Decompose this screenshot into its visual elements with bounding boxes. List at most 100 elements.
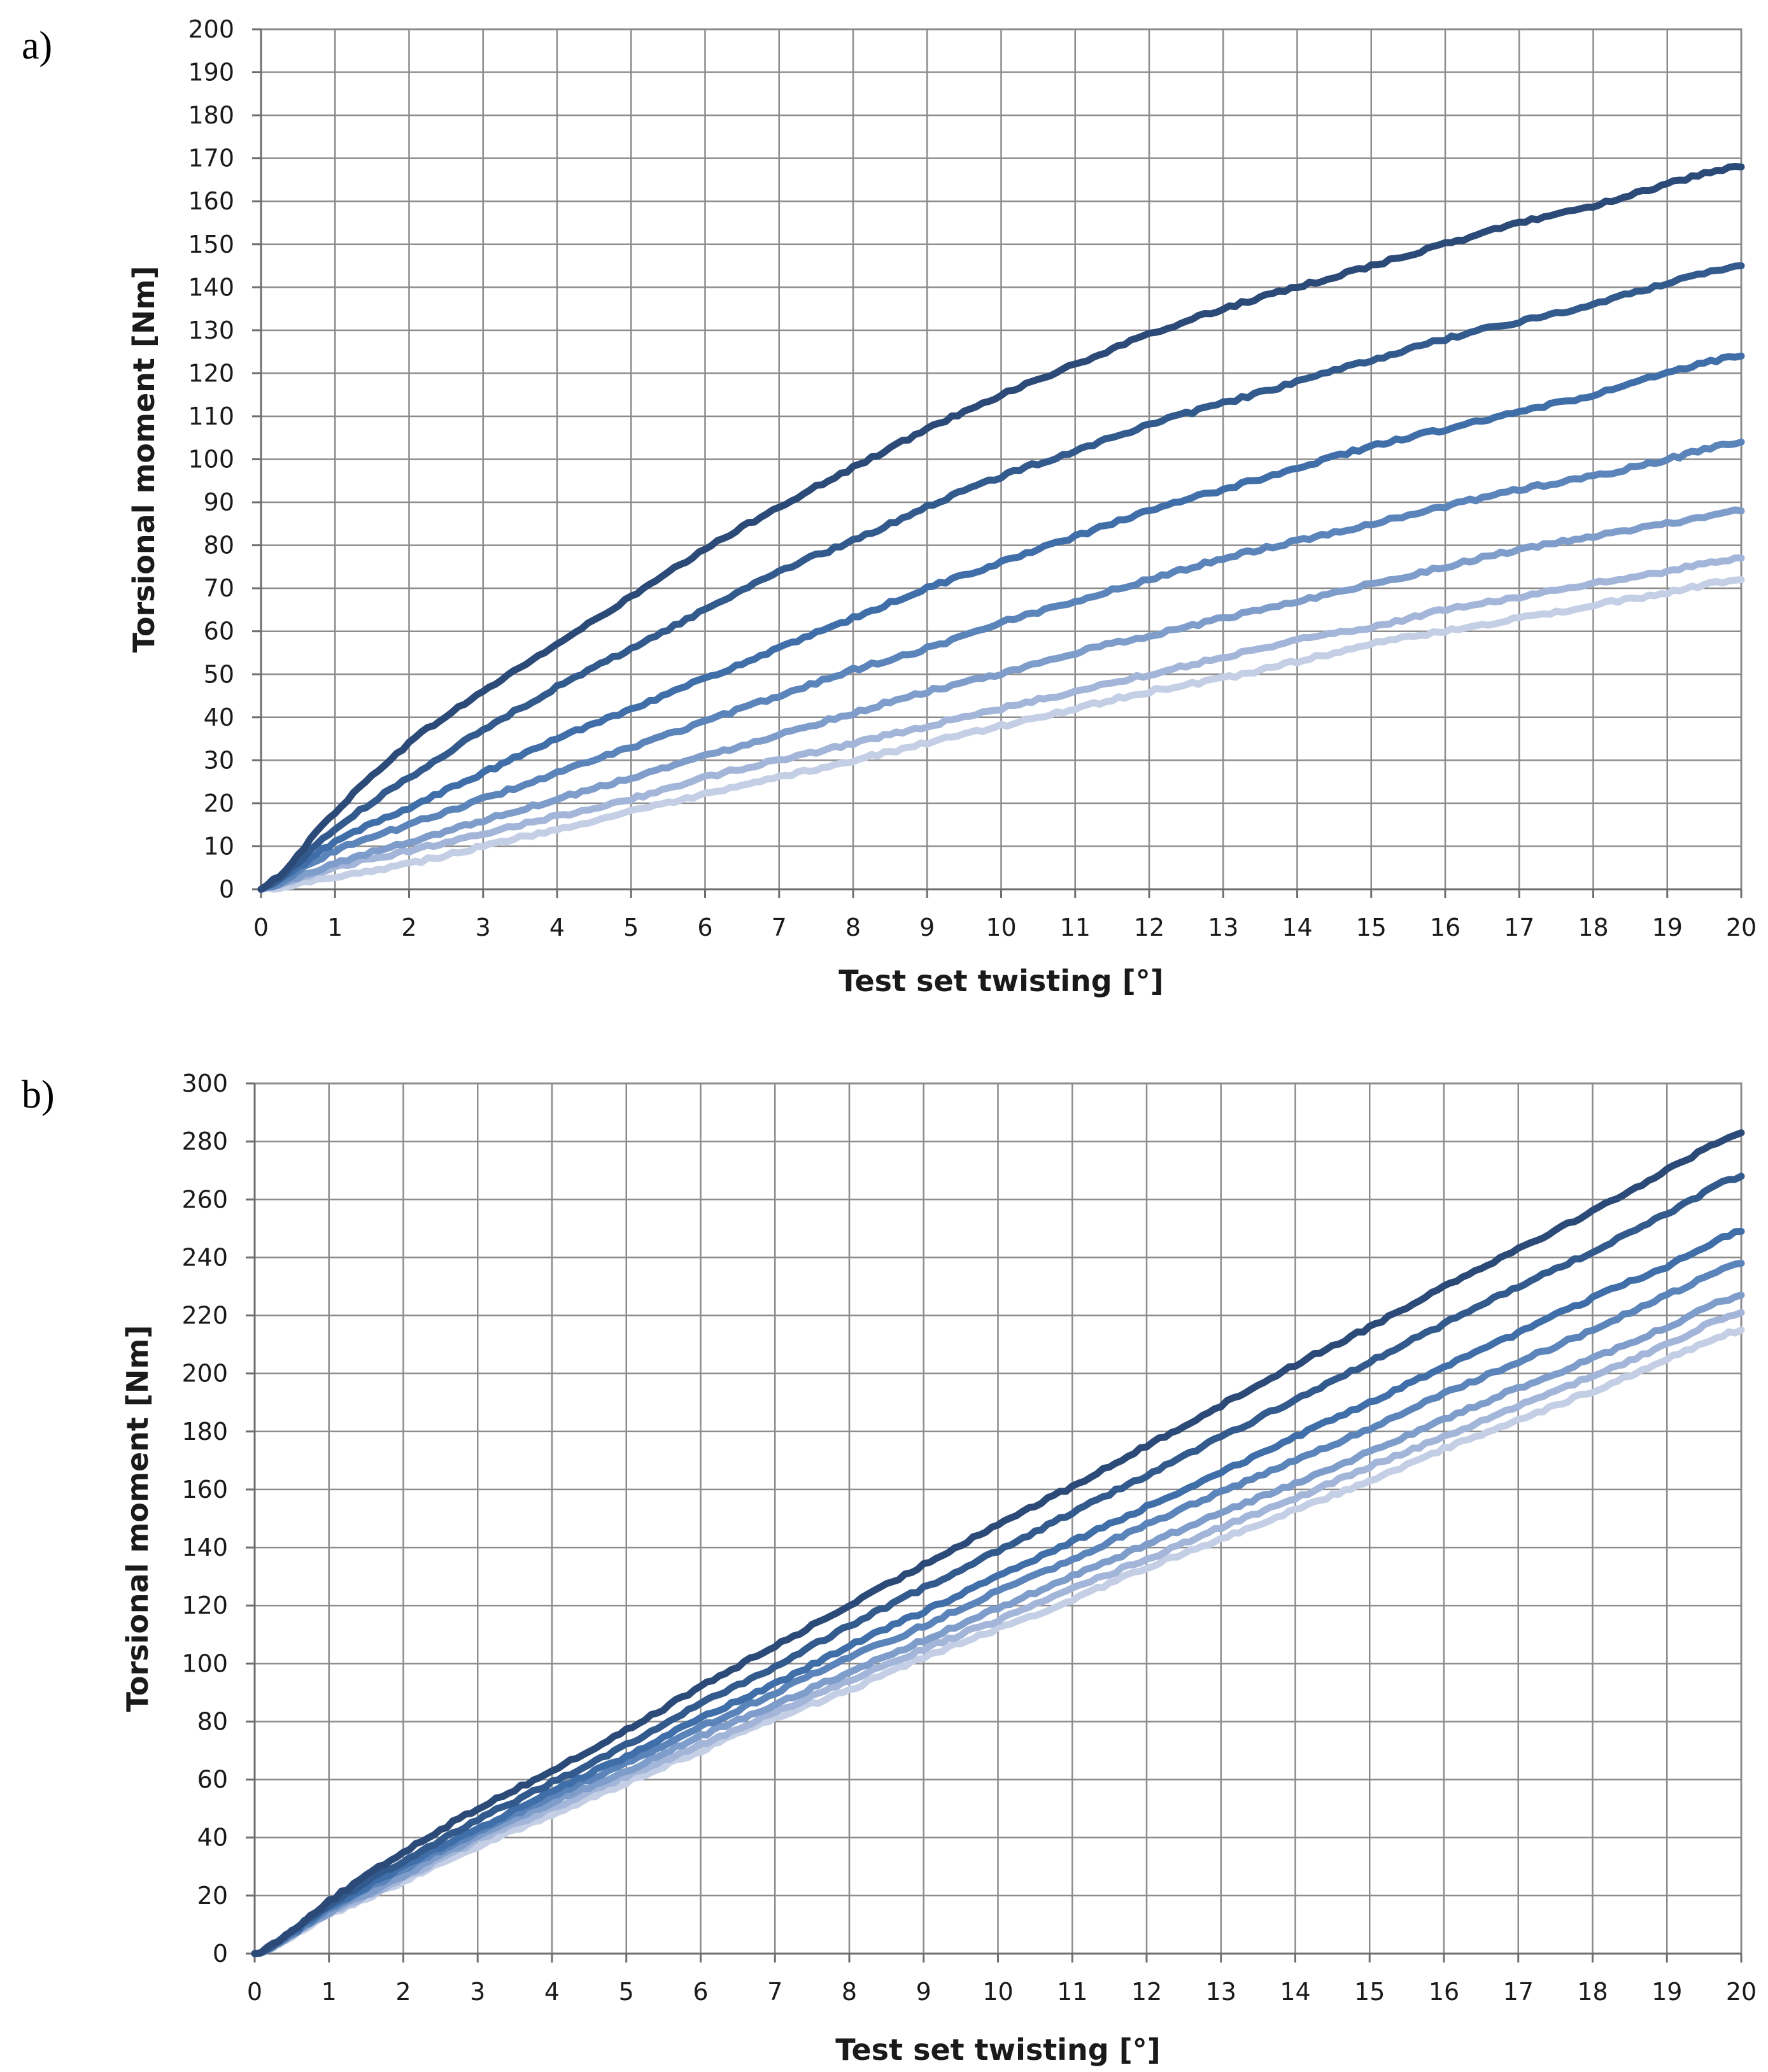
panel-label: b): [22, 1073, 55, 1117]
series-line-3: [257, 352, 1745, 893]
x-tick-label: 8: [845, 913, 861, 941]
y-tick-label: 120: [188, 359, 234, 387]
y-tick-label: 160: [181, 1476, 228, 1504]
x-tick-label: 5: [619, 1978, 634, 2006]
x-tick-label: 1: [327, 913, 343, 941]
x-tick-label: 6: [697, 913, 712, 941]
series-line-5: [257, 506, 1745, 893]
y-tick-label: 240: [181, 1243, 228, 1271]
x-tick-label: 17: [1504, 913, 1534, 941]
x-tick-label: 18: [1577, 1978, 1608, 2006]
y-tick-label: 60: [204, 617, 234, 645]
x-tick-label: 7: [772, 913, 787, 941]
x-tick-label: 18: [1578, 913, 1608, 941]
series-line-7: [257, 576, 1745, 893]
x-tick-label: 14: [1280, 1978, 1310, 2006]
y-tick-label: 140: [188, 273, 234, 301]
x-tick-label: 5: [623, 913, 639, 941]
y-tick-label: 180: [181, 1418, 228, 1446]
y-tick-label: 100: [181, 1649, 228, 1677]
y-tick-label: 170: [188, 144, 234, 173]
x-tick-label: 9: [919, 913, 935, 941]
y-tick-label: 180: [188, 101, 234, 129]
y-tick-label: 80: [204, 532, 234, 560]
y-axis-title: Torsional moment [Nm]: [127, 266, 161, 653]
x-tick-label: 2: [401, 913, 416, 941]
y-tick-label: 160: [188, 187, 234, 215]
x-tick-label: 12: [1134, 913, 1164, 941]
y-tick-label: 40: [197, 1824, 228, 1852]
x-tick-label: 16: [1429, 1978, 1459, 2006]
y-tick-label: 200: [181, 1360, 228, 1388]
y-tick-label: 0: [219, 875, 234, 903]
y-tick-label: 100: [188, 446, 234, 474]
series-line-6: [257, 554, 1745, 893]
y-tick-label: 110: [188, 402, 234, 430]
series-line-2: [251, 1173, 1745, 1957]
x-tick-label: 7: [767, 1978, 782, 2006]
y-tick-label: 80: [197, 1707, 228, 1735]
y-tick-label: 20: [204, 789, 234, 817]
panel-label: a): [22, 24, 52, 67]
y-tick-label: 300: [181, 1069, 228, 1097]
series-group: [251, 1129, 1745, 1957]
x-tick-label: 20: [1726, 913, 1757, 941]
series-line-3: [251, 1227, 1745, 1957]
y-tick-label: 200: [188, 15, 234, 43]
y-tick-label: 130: [188, 316, 234, 344]
x-tick-label: 0: [247, 1978, 262, 2006]
y-tick-label: 150: [188, 230, 234, 258]
y-tick-label: 120: [181, 1591, 228, 1619]
x-tick-label: 10: [982, 1978, 1013, 2006]
y-tick-label: 220: [181, 1302, 228, 1330]
x-tick-label: 2: [395, 1978, 411, 2006]
x-tick-label: 12: [1131, 1978, 1162, 2006]
grid: [260, 28, 1743, 891]
x-tick-label: 3: [476, 913, 491, 941]
y-tick-label: 0: [213, 1940, 228, 1968]
x-tick-label: 3: [470, 1978, 485, 2006]
x-tick-label: 19: [1652, 913, 1683, 941]
x-tick-label: 20: [1726, 1978, 1757, 2006]
chart-panel-a: a)0 1 2 3 4 5 6 7 8 9 10 11 12 13 14 15 16 17 18 19 20010203…: [22, 15, 1757, 998]
y-tick-label: 50: [204, 660, 234, 688]
series-line-4: [257, 439, 1745, 893]
x-tick-label: 11: [1057, 1978, 1087, 2006]
x-axis-title: Test set twisting [°]: [835, 2033, 1161, 2067]
x-tick-label: 14: [1282, 913, 1312, 941]
x-tick-label: 15: [1356, 913, 1387, 941]
y-axis-title: Torsional moment [Nm]: [120, 1325, 155, 1712]
chart-panel-b: b)0 1 2 3 4 5 6 7 8 9 10 11 12 13 14 15 16 17 18 19 20020406…: [22, 1069, 1757, 2067]
y-tick-label: 70: [204, 574, 234, 602]
x-axis-title: Test set twisting [°]: [838, 964, 1164, 998]
y-tick-label: 90: [204, 488, 234, 516]
y-tick-label: 140: [181, 1533, 228, 1561]
y-tick-label: 60: [197, 1766, 228, 1794]
y-tick-label: 190: [188, 59, 234, 87]
series-group: [257, 163, 1745, 893]
x-tick-label: 1: [322, 1978, 337, 2006]
x-tick-label: 11: [1060, 913, 1091, 941]
series-line-1: [257, 163, 1745, 893]
y-tick-label: 40: [204, 703, 234, 731]
x-tick-label: 6: [693, 1978, 708, 2006]
x-tick-label: 4: [549, 913, 565, 941]
x-tick-label: 17: [1503, 1978, 1534, 2006]
x-tick-label: 4: [544, 1978, 560, 2006]
y-tick-label: 10: [204, 832, 234, 860]
x-tick-label: 0: [253, 913, 269, 941]
series-line-1: [251, 1129, 1745, 1957]
y-tick-label: 280: [181, 1127, 228, 1155]
series-line-5: [251, 1292, 1745, 1957]
series-line-2: [257, 262, 1745, 893]
y-tick-label: 260: [181, 1185, 228, 1213]
x-tick-label: 16: [1430, 913, 1460, 941]
x-tick-label: 8: [842, 1978, 857, 2006]
y-tick-label: 30: [204, 746, 234, 774]
x-tick-label: 13: [1206, 1978, 1236, 2006]
x-tick-label: 19: [1651, 1978, 1682, 2006]
x-tick-label: 13: [1208, 913, 1238, 941]
x-tick-label: 10: [986, 913, 1016, 941]
series-line-7: [251, 1326, 1745, 1957]
